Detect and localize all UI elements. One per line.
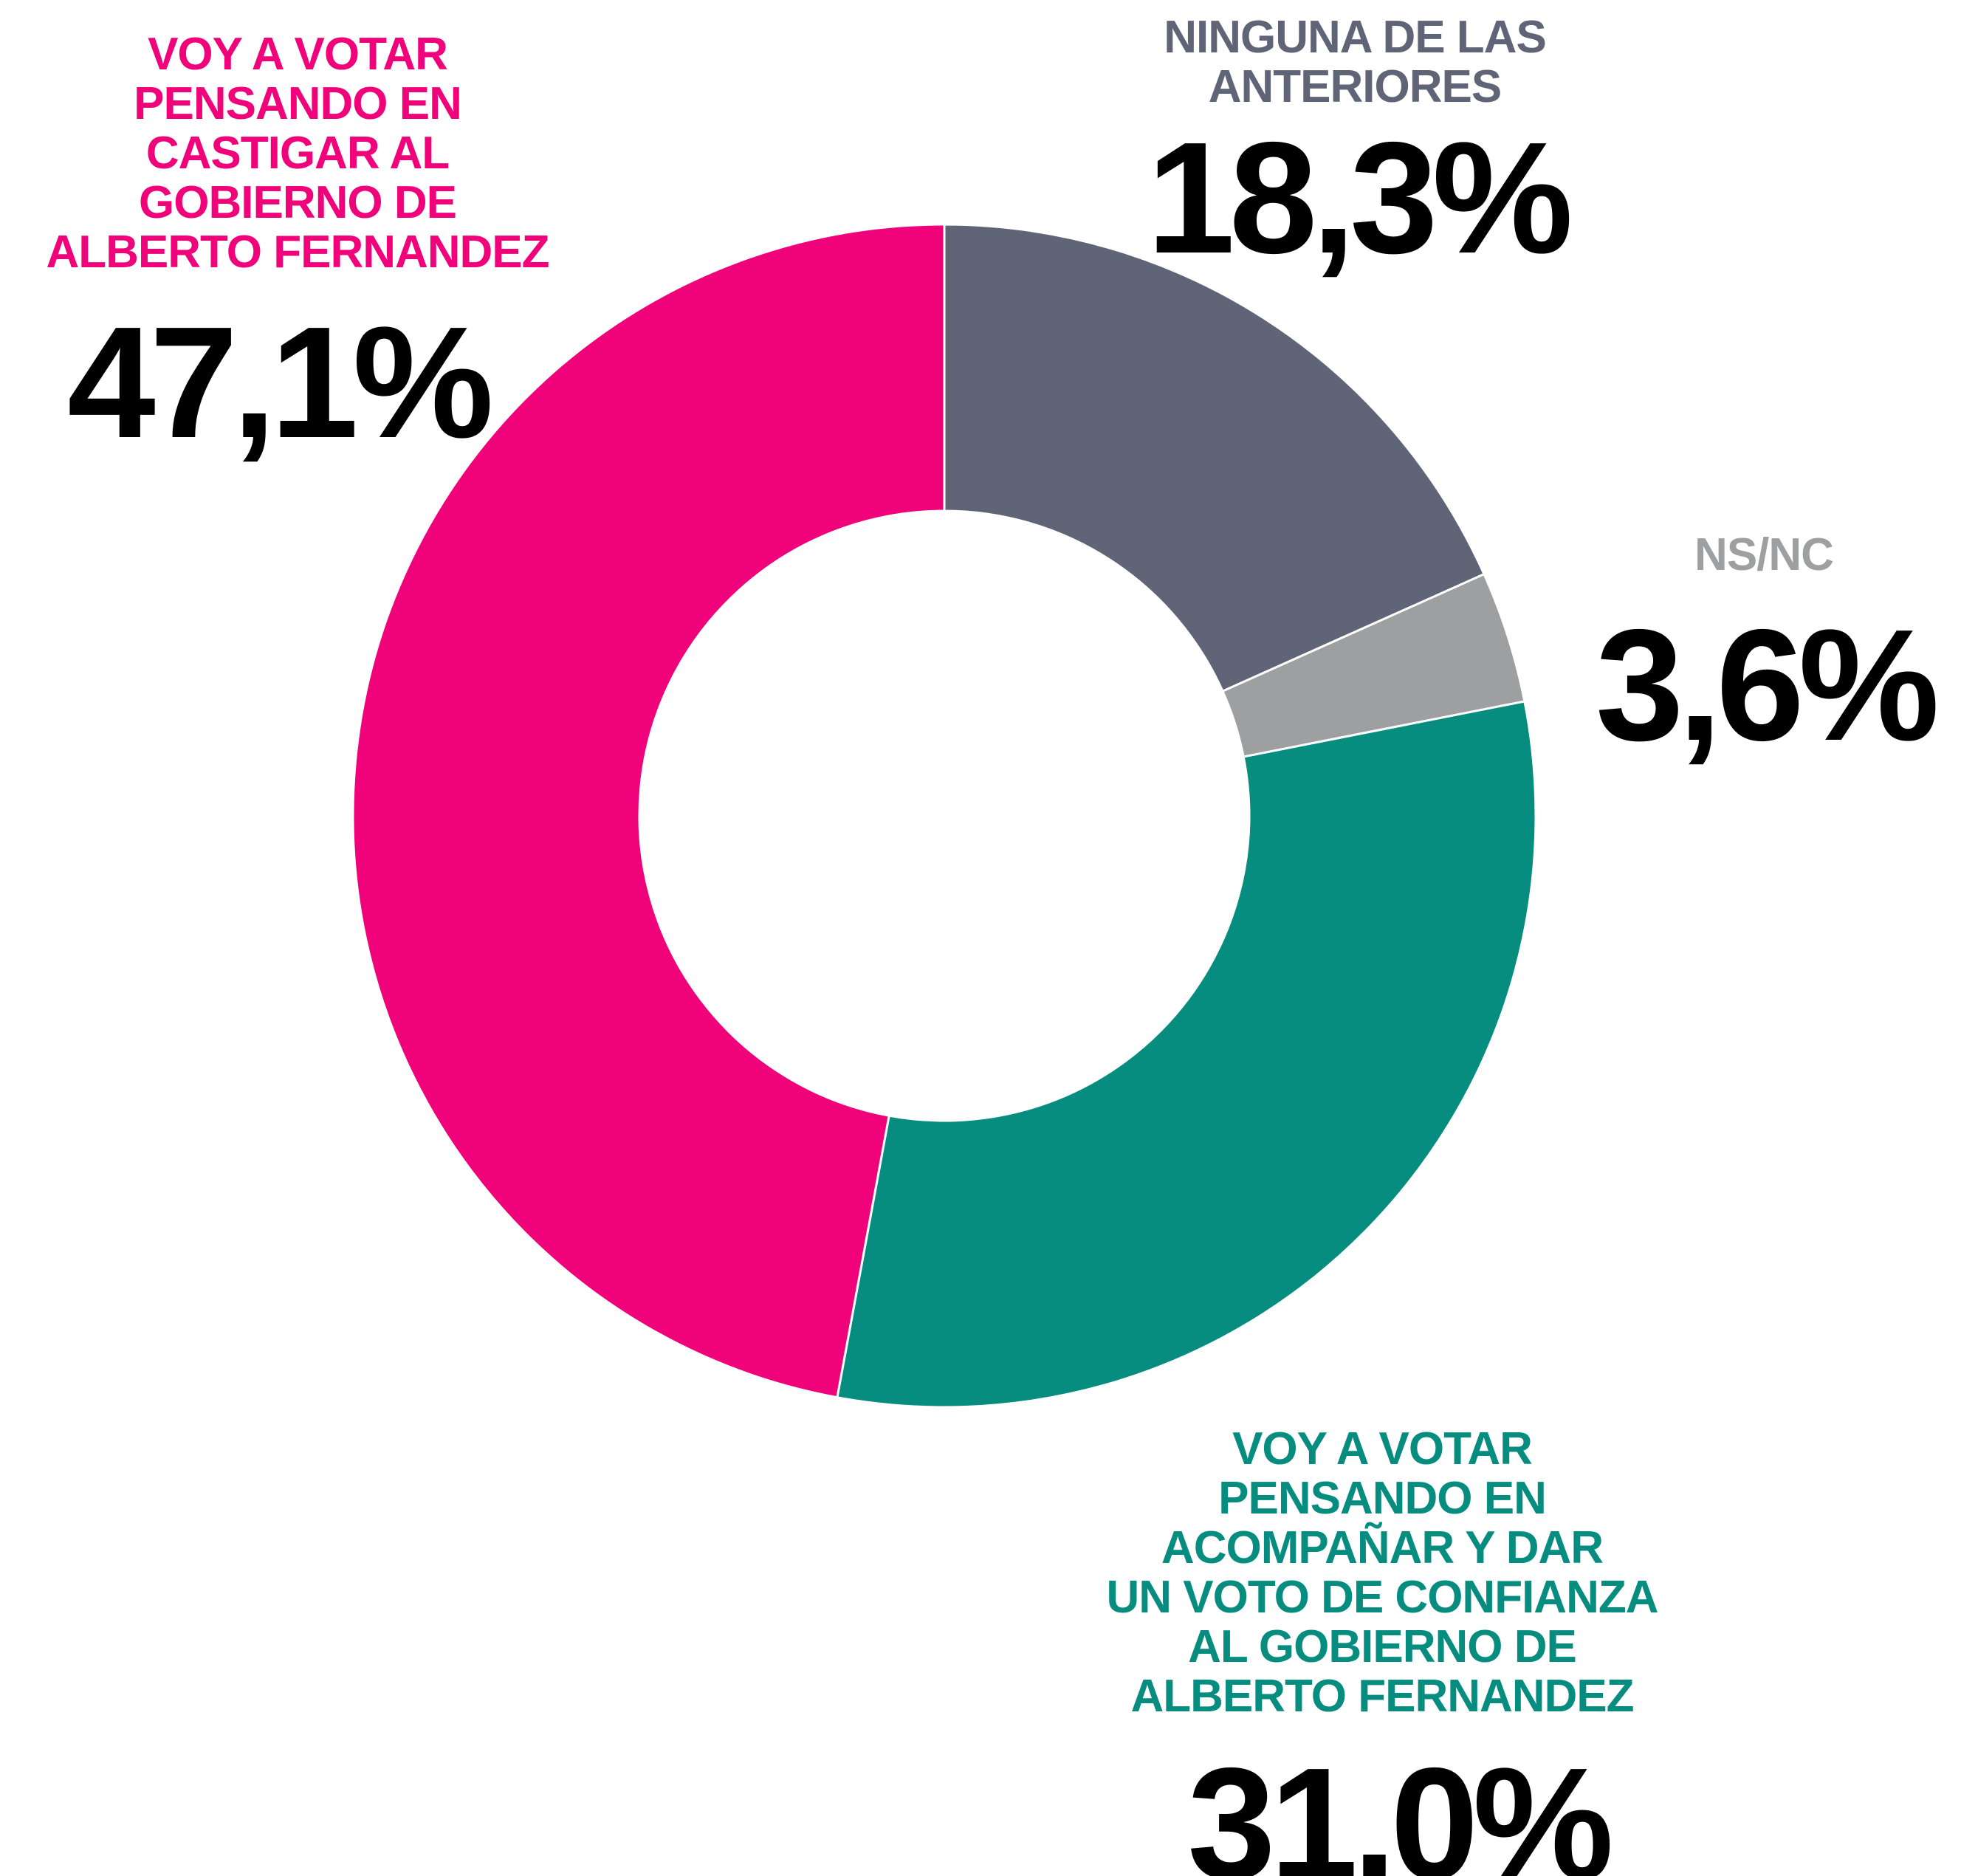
- value-label: 47,1%: [67, 293, 494, 471]
- slice-label: NINGUNA DE LAS ANTERIORES: [1164, 12, 1547, 112]
- donut-slice: [836, 700, 1537, 1409]
- donut-slice: [943, 223, 1486, 693]
- donut-slice: [351, 223, 946, 1399]
- value-label: 3,6%: [1595, 596, 1940, 774]
- value-label: 18,3%: [1147, 109, 1573, 286]
- value-label: 31,0%: [1187, 1734, 1614, 1876]
- slice-label: VOY A VOTAR PENSANDO EN CASTIGAR AL GOBI…: [46, 29, 549, 278]
- slice-label: NS/NC: [1694, 529, 1834, 580]
- slice-label: VOY A VOTAR PENSANDO EN ACOMPAÑAR Y DAR …: [1106, 1423, 1659, 1722]
